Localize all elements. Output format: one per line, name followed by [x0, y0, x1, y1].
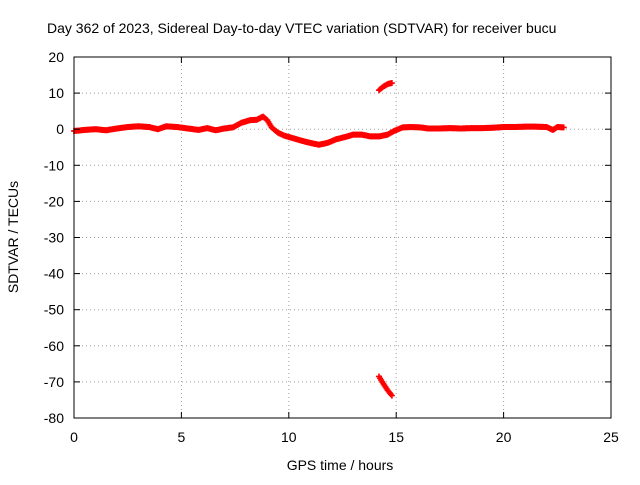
chart-title: Day 362 of 2023, Sidereal Day-to-day VTE… [47, 20, 556, 36]
y-tick-label: -80 [44, 410, 64, 426]
data-point [388, 79, 395, 86]
y-tick-label: -30 [44, 230, 64, 246]
x-tick-label: 25 [603, 429, 619, 445]
data-point [388, 392, 395, 399]
y-tick-label: 0 [56, 121, 64, 137]
y-tick-label: -20 [44, 193, 64, 209]
y-axis-label: SDTVAR / TECUs [5, 181, 21, 293]
y-tick-label: 20 [48, 49, 64, 65]
y-tick-label: -50 [44, 302, 64, 318]
data-layer [71, 79, 567, 399]
x-tick-label: 5 [178, 429, 186, 445]
x-axis-label: GPS time / hours [287, 457, 394, 473]
y-tick-label: -70 [44, 374, 64, 390]
x-tick-label: 10 [281, 429, 297, 445]
x-tick-label: 20 [496, 429, 512, 445]
x-tick-label: 0 [70, 429, 78, 445]
grid-layer [74, 57, 611, 418]
y-tick-label: -40 [44, 266, 64, 282]
y-tick-label: -10 [44, 157, 64, 173]
data-point [560, 124, 567, 131]
x-tick-label: 15 [388, 429, 404, 445]
y-tick-label: -60 [44, 338, 64, 354]
tick-layer: 0 5 10 15 20 25 20 10 0 -10 -20 -30 -40 -50 -60 -70 -80 [44, 49, 619, 445]
y-tick-label: 10 [48, 85, 64, 101]
